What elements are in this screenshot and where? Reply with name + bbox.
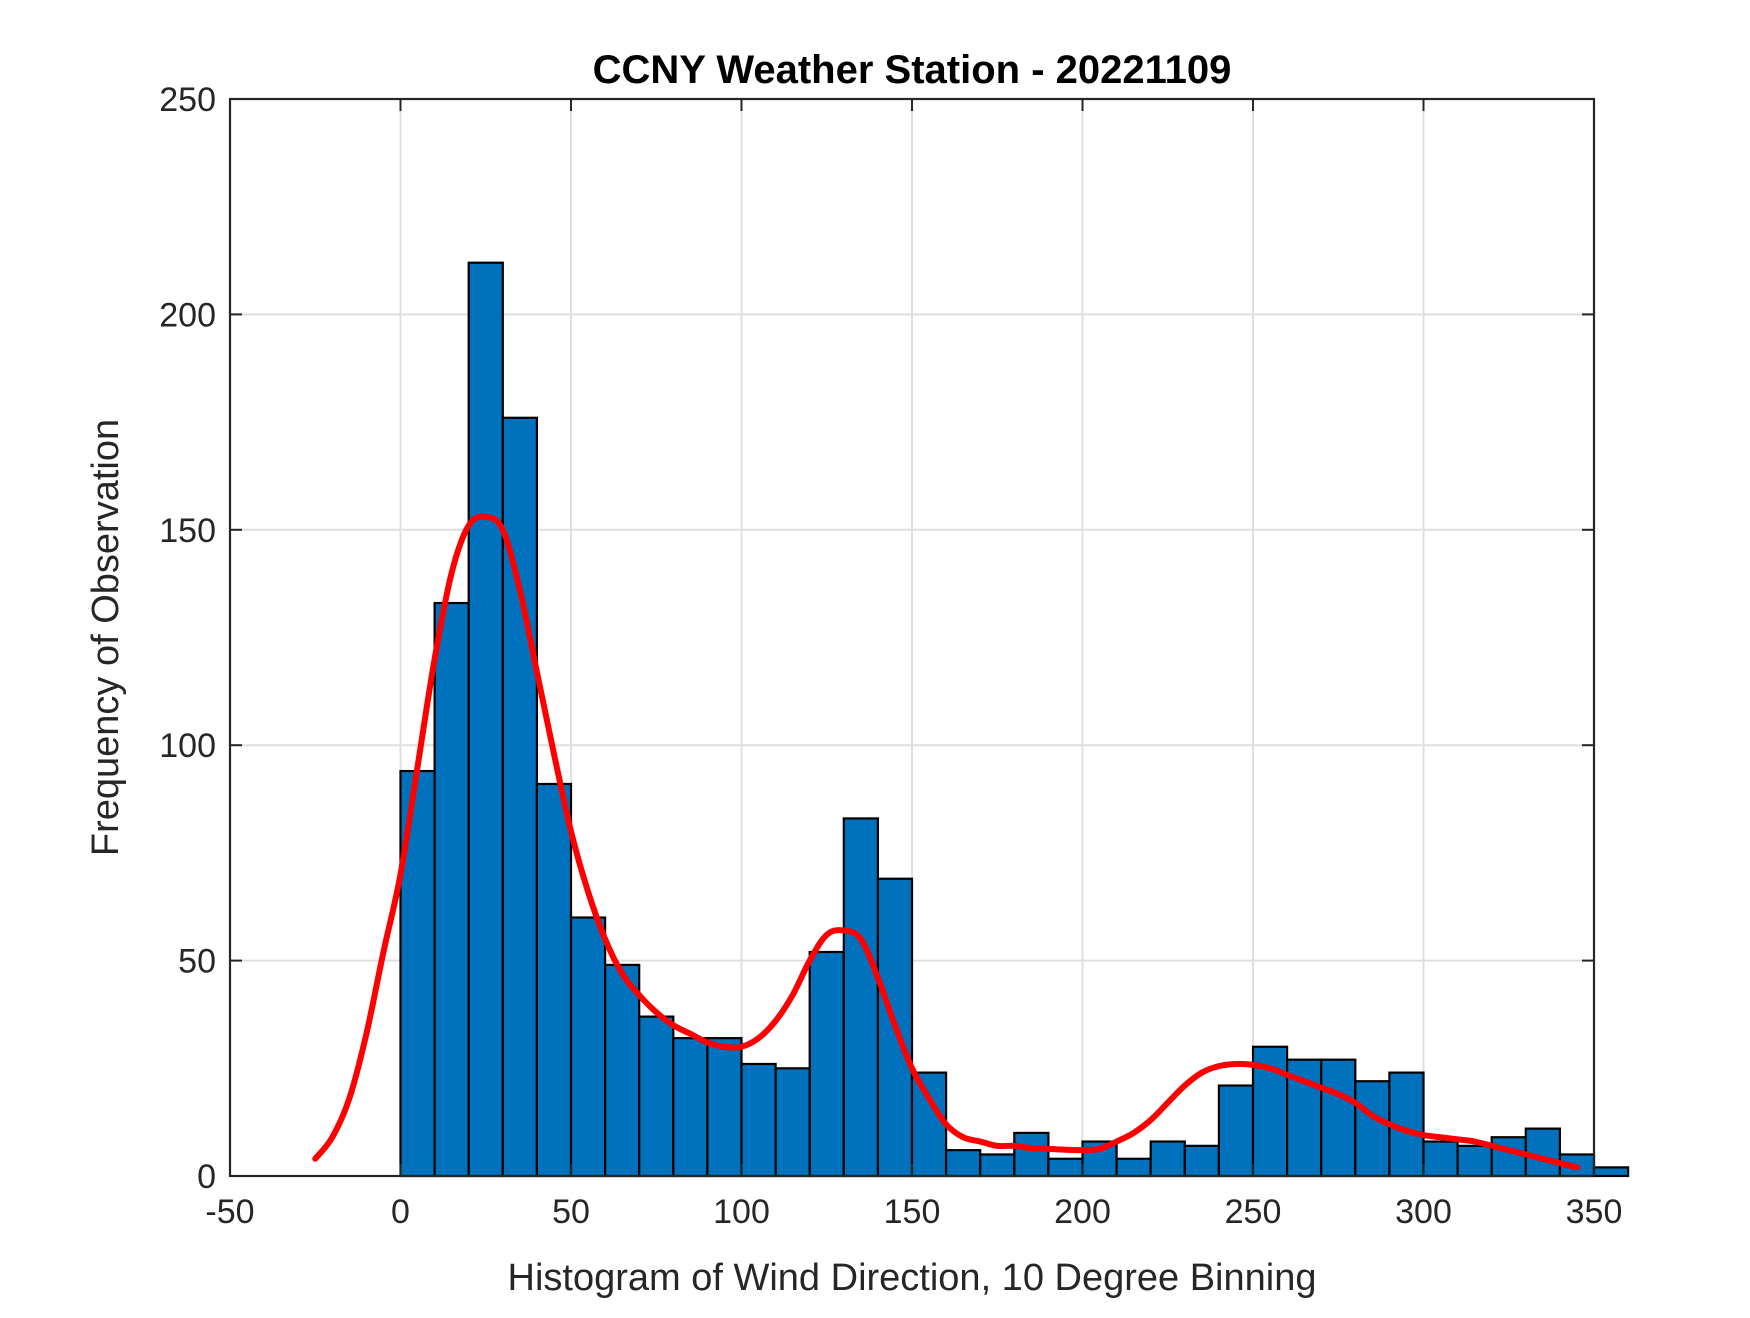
x-tick-label: 0 [391, 1193, 410, 1231]
histogram-bar [638, 1015, 675, 1178]
y-tick-label: 100 [159, 727, 216, 765]
histogram-bar [1013, 1131, 1050, 1178]
axes [228, 97, 1596, 1178]
x-axis-label: Histogram of Wind Direction, 10 Degree B… [508, 1257, 1317, 1299]
histogram-bar [672, 1037, 709, 1178]
y-axis-label: Frequency of Observation [85, 419, 127, 856]
histogram-bar [1524, 1127, 1562, 1178]
x-tick-label: 350 [1566, 1193, 1623, 1231]
histogram-bar [1217, 1084, 1255, 1178]
histogram-bar [1456, 1144, 1493, 1178]
histogram-bar [501, 416, 538, 1178]
histogram-bar [740, 1062, 777, 1178]
histogram-bar [1115, 1157, 1152, 1178]
histogram-bar [603, 963, 641, 1178]
fit-curve-layer [312, 513, 1580, 1171]
y-tick-label: 250 [159, 81, 216, 119]
histogram-bar [1149, 1140, 1186, 1178]
x-tick-label: 250 [1225, 1193, 1282, 1231]
histogram-bars [399, 261, 1630, 1178]
x-tick-label: 200 [1054, 1193, 1111, 1231]
histogram-bar [1354, 1080, 1391, 1178]
y-tick-label: 0 [197, 1158, 216, 1196]
x-tick-label: -50 [205, 1193, 254, 1231]
histogram-bar [1320, 1058, 1357, 1178]
y-tick-label: 200 [159, 296, 216, 334]
histogram-bar [433, 601, 470, 1178]
histogram-bar [535, 782, 573, 1178]
histogram-bar [774, 1067, 811, 1178]
histogram-bar [467, 261, 504, 1178]
histogram-bar [569, 916, 607, 1178]
x-tick-label: 300 [1395, 1193, 1452, 1231]
chart-title: CCNY Weather Station - 20221109 [593, 48, 1232, 92]
histogram-bar [1592, 1166, 1630, 1178]
fit-curve-line [312, 513, 1580, 1171]
histogram-bar [979, 1153, 1016, 1178]
histogram-bar [808, 950, 845, 1178]
x-tick-label: 50 [552, 1193, 590, 1231]
histogram-bar [1422, 1140, 1459, 1178]
histogram-bar [910, 1071, 948, 1178]
y-tick-label: 150 [159, 512, 216, 550]
x-tick-label: 100 [713, 1193, 770, 1231]
histogram-bar [1183, 1144, 1221, 1178]
histogram-bar [944, 1149, 982, 1178]
histogram-bar [842, 817, 879, 1178]
x-tick-label: 150 [884, 1193, 941, 1231]
histogram-bar [1490, 1136, 1527, 1178]
histogram-bar [1047, 1157, 1084, 1178]
histogram-bar [706, 1037, 743, 1178]
y-tick-label: 50 [178, 943, 216, 981]
